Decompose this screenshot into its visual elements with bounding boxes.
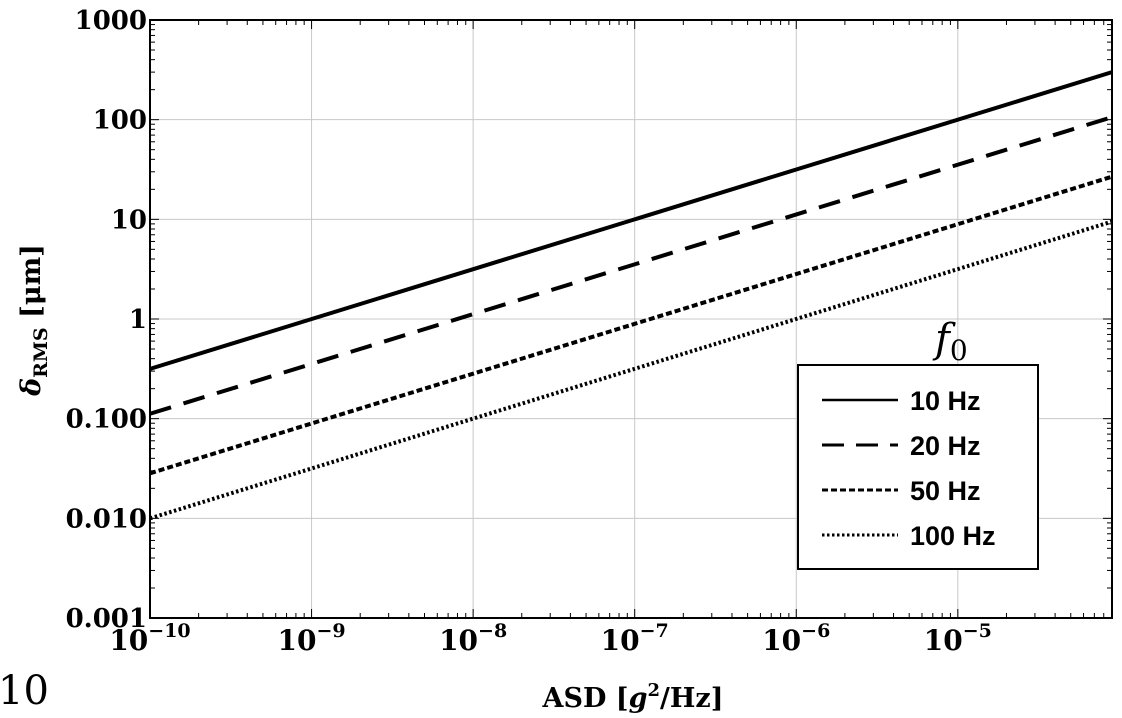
x-axis-label-pre: ASD [ [542, 683, 629, 714]
legend-label-2: 20 Hz [910, 431, 981, 461]
x-tick-label: 10−8 [439, 620, 507, 657]
x-tick-label: 10−7 [601, 620, 669, 657]
y-axis-label-var: δ [16, 378, 47, 397]
x-tick-labels: 10−10 10−9 10−8 10−7 10−6 10−5 [109, 620, 992, 657]
y-tick-label: 0.010 [66, 504, 147, 534]
y-axis-label: δRMS [μm] [16, 244, 52, 397]
corner-text: 10 [0, 668, 49, 714]
y-tick-label: 0.100 [66, 405, 147, 435]
x-tick-label: 10−9 [278, 620, 346, 657]
y-tick-label: 1 [129, 305, 147, 335]
x-axis-label-post: /Hz] [660, 683, 723, 714]
x-tick-label: 10−10 [109, 620, 190, 657]
series-lines [149, 70, 1113, 521]
x-axis-label-sup: 2 [647, 680, 660, 701]
y-tick-label: 10 [111, 205, 147, 235]
series-line-2 [149, 115, 1113, 416]
x-tick-label: 10−5 [924, 620, 992, 657]
legend-label-3: 50 Hz [910, 476, 981, 506]
legend-label-4: 100 Hz [910, 521, 996, 551]
y-tick-labels: 0.001 0.010 0.100 1 10 100 1000 [66, 6, 147, 634]
x-axis-label-var: g [629, 683, 648, 714]
x-axis-label: ASD [g2/Hz] [542, 680, 724, 714]
y-tick-label: 1000 [75, 6, 147, 36]
y-axis-label-post: [μm] [16, 244, 47, 327]
series-line-3 [149, 174, 1113, 476]
y-tick-label: 100 [93, 106, 147, 136]
legend: 10 Hz 20 Hz 50 Hz 100 Hz [797, 364, 1039, 570]
plot-frame [149, 19, 1113, 619]
x-tick-label: 10−6 [762, 620, 830, 657]
legend-label-1: 10 Hz [910, 386, 981, 416]
y-axis-label-sub: RMS [30, 327, 52, 378]
legend-title-sub: 0 [950, 334, 968, 367]
y-tick-label: 0.001 [66, 604, 147, 634]
series-line-1 [149, 70, 1113, 371]
legend-title: f0 [932, 316, 968, 367]
